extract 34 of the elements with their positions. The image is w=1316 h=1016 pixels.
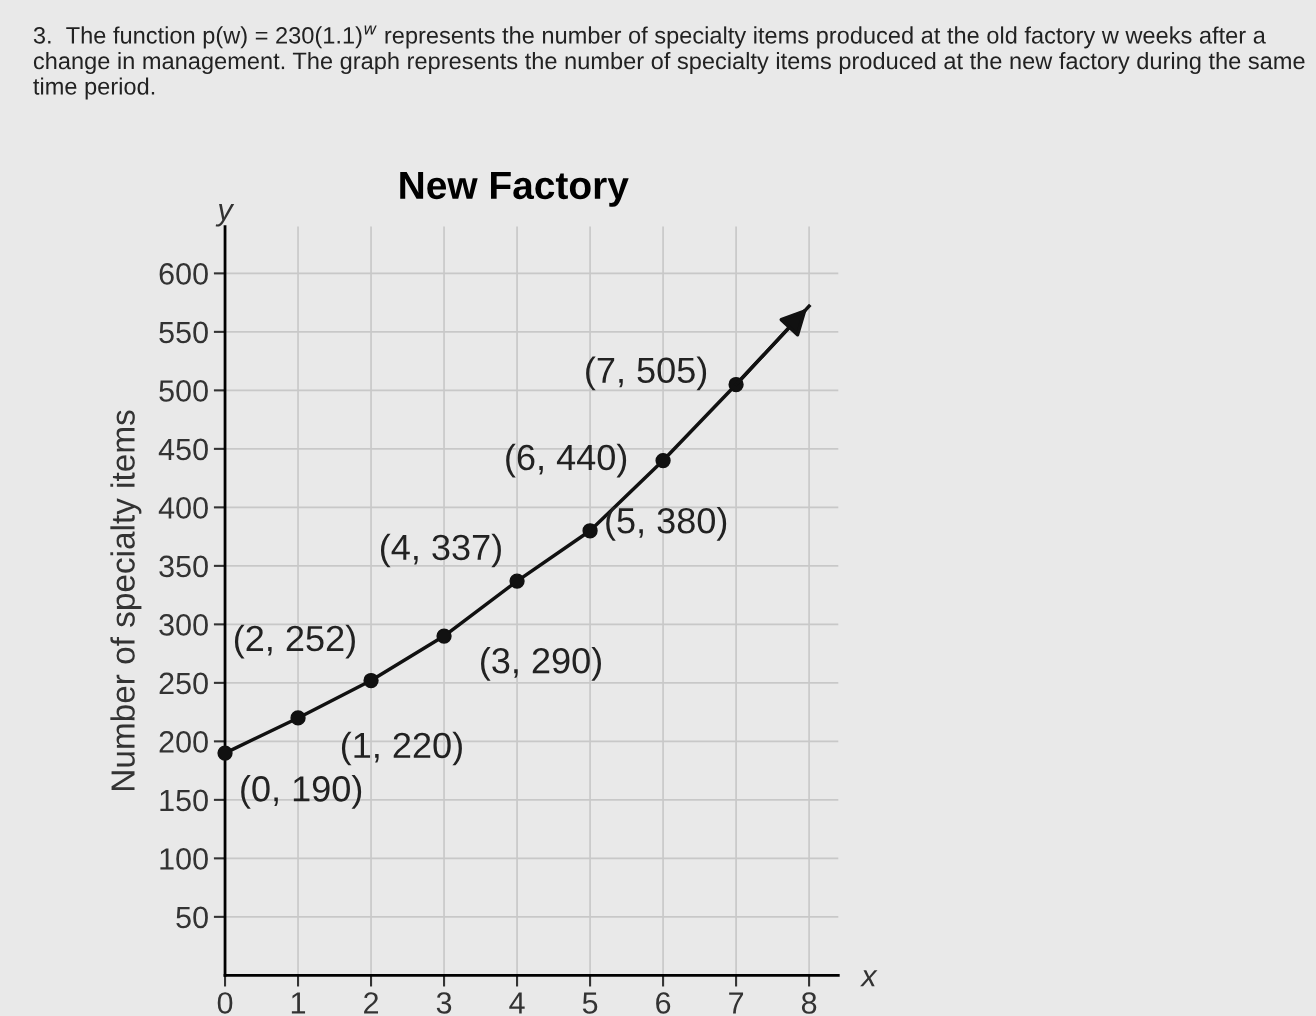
data-label: (6, 440): [506, 443, 627, 478]
data-label: (1, 220): [341, 731, 462, 766]
x-tick-label: 5: [582, 992, 598, 1014]
x-tick-label: 1: [291, 992, 306, 1014]
y-tick-label: 50: [176, 906, 208, 929]
y-axis-title: Number of specialty items: [110, 410, 142, 790]
data-label: (7, 505): [586, 356, 707, 391]
chart-title: New Factory: [400, 172, 629, 207]
y-tick-label: 400: [158, 497, 208, 519]
y-tick-label: 300: [159, 614, 208, 636]
data-label: (3, 290): [481, 647, 601, 681]
data-label: (2, 252): [234, 624, 355, 659]
data-label: (0, 190): [241, 775, 362, 809]
y-tick-label: 100: [160, 848, 208, 870]
x-tick-label: 4: [509, 992, 525, 1014]
x-tick-label: 2: [364, 992, 379, 1014]
y-tick-label: 450: [158, 438, 208, 461]
data-label: (5, 380): [606, 506, 727, 541]
x-tick-label: 3: [436, 992, 452, 1014]
x-tick-label: 0: [217, 992, 233, 1014]
x-tick-label: 8: [801, 992, 817, 1014]
y-tick-label: 600: [159, 263, 208, 285]
data-label: (4, 337): [380, 533, 501, 568]
chart-subtitle: 3. The function p(w) = 230(1.1)$^{w}$ represents the number of specialty items produced at the old factory w weeks after a change in management. The graph represents the number of specialty items produced at the new factory during the same time period.: [33, 25, 1305, 100]
y-tick-label: 150: [160, 789, 208, 812]
text: y: [215, 204, 235, 227]
x-tick-label: 7: [729, 992, 744, 1014]
y-tick-label: 250: [159, 672, 208, 695]
y-tick-label: 350: [159, 555, 208, 578]
x-axis-title: x: [860, 970, 878, 987]
y-tick-label: 500: [159, 380, 208, 402]
y-tick-label: 200: [159, 731, 208, 753]
x-tick-label: 6: [656, 992, 671, 1014]
y-tick-label: 550: [159, 321, 208, 344]
